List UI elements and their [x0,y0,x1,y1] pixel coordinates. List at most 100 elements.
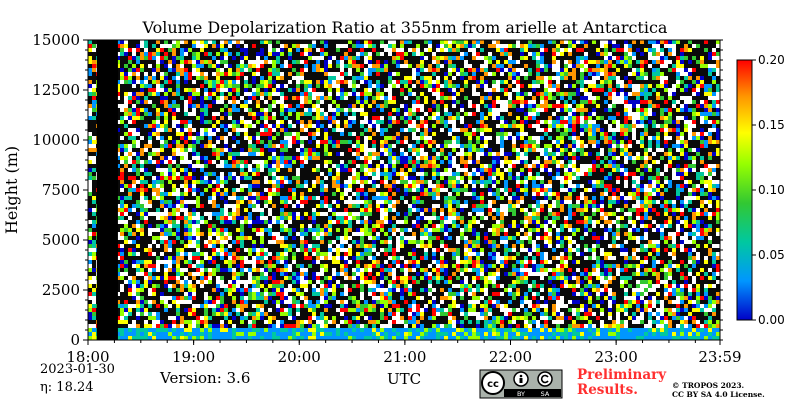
heatmap-cell [328,128,332,132]
heatmap-cell [348,232,352,236]
heatmap-cell [124,204,128,208]
heatmap-cell [348,268,352,272]
heatmap-cell [320,172,324,176]
heatmap-cell [332,76,336,80]
heatmap-cell [140,140,144,144]
heatmap-cell [244,104,248,108]
heatmap-cell [160,104,164,108]
heatmap-cell [280,76,284,80]
heatmap-cell [192,196,196,200]
heatmap-cell [116,108,120,112]
heatmap-cell [184,272,188,276]
heatmap-cell [236,292,240,296]
heatmap-cell [180,172,184,176]
heatmap-cell [244,284,248,288]
heatmap-cell [324,272,328,276]
heatmap-cell [332,108,336,112]
heatmap-cell [300,200,304,204]
heatmap-cell [312,64,316,68]
heatmap-cell [180,100,184,104]
heatmap-cell [268,88,272,92]
heatmap-cell [300,248,304,252]
heatmap-cell [340,316,344,320]
heatmap-cell [144,232,148,236]
heatmap-cell [236,164,240,168]
heatmap-cell [280,264,284,268]
heatmap-cell [128,300,132,304]
heatmap-cell [260,280,264,284]
heatmap-cell [92,252,96,256]
heatmap-cell [316,60,320,64]
heatmap-cell [232,224,236,228]
heatmap-cell [120,172,124,176]
heatmap-cell [308,204,312,208]
heatmap-cell [300,288,304,292]
heatmap-cell [348,164,352,168]
heatmap-cell [216,216,220,220]
heatmap-cell [128,240,132,244]
heatmap-cell [212,220,216,224]
heatmap-cell [160,256,164,260]
heatmap-cell [228,64,232,68]
heatmap-cell [144,240,148,244]
heatmap-cell [144,272,148,276]
heatmap-cell [216,264,220,268]
heatmap-cell [180,260,184,264]
heatmap-cell [152,52,156,56]
heatmap-cell [144,164,148,168]
heatmap-cell [256,44,260,48]
heatmap-cell [148,192,152,196]
heatmap-cell [148,188,152,192]
heatmap-cell [336,40,340,44]
heatmap-cell [252,220,256,224]
heatmap-cell [220,52,224,56]
heatmap-cell [172,152,176,156]
heatmap-cell [268,64,272,68]
heatmap-cell [296,244,300,248]
heatmap-cell [256,128,260,132]
heatmap-cell [220,220,224,224]
heatmap-cell [132,300,136,304]
heatmap-cell [128,200,132,204]
heatmap-cell [264,148,268,152]
heatmap-cell [152,248,156,252]
heatmap-cell [240,260,244,264]
heatmap-cell [180,176,184,180]
heatmap-cell [232,292,236,296]
heatmap-cell [328,120,332,124]
heatmap-cell [228,44,232,48]
heatmap-cell [184,304,188,308]
heatmap-cell [204,40,208,44]
heatmap-cell [124,224,128,228]
heatmap-cell [312,108,316,112]
heatmap-cell [252,188,256,192]
heatmap-cell [92,236,96,240]
heatmap-cell [228,264,232,268]
heatmap-cell [304,308,308,312]
heatmap-cell [316,112,320,116]
heatmap-cell [164,148,168,152]
heatmap-cell [244,308,248,312]
heatmap-cell [144,112,148,116]
heatmap-cell [304,296,308,300]
heatmap-cell [184,212,188,216]
heatmap-cell [336,136,340,140]
heatmap-cell [144,44,148,48]
heatmap-cell [156,336,160,340]
heatmap-cell [204,328,208,332]
heatmap-cell [156,68,160,72]
heatmap-cell [124,80,128,84]
heatmap-cell [188,128,192,132]
heatmap-cell [192,180,196,184]
heatmap-cell [300,284,304,288]
heatmap-cell [312,304,316,308]
heatmap-cell [160,120,164,124]
heatmap-cell [144,160,148,164]
heatmap-cell [304,208,308,212]
heatmap-cell [184,96,188,100]
heatmap-cell [128,312,132,316]
heatmap-cell [88,284,92,288]
heatmap-cell [236,128,240,132]
heatmap-cell [216,332,220,336]
heatmap-cell [208,56,212,60]
